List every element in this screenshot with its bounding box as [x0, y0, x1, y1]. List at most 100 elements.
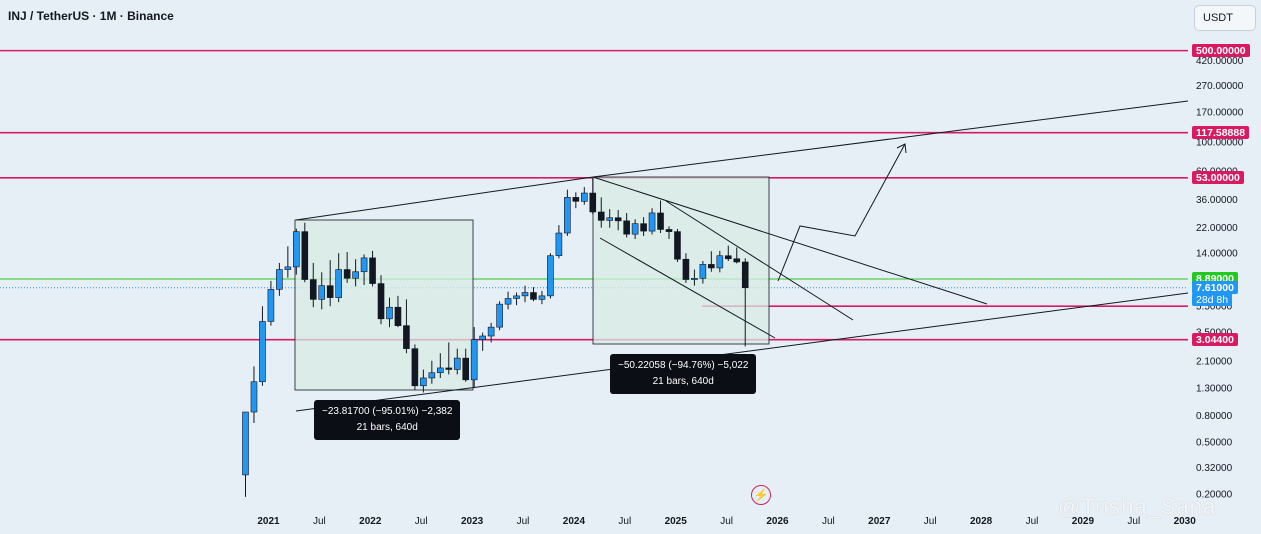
candle-body-17: [386, 306, 393, 320]
candle-body-30: [496, 303, 503, 328]
candle-body-32: [513, 295, 520, 299]
time-axis-label-3: Jul: [415, 516, 428, 527]
upper-channel-line-left: [295, 176, 594, 221]
trend-lines: [295, 100, 1189, 412]
candle-body-23: [437, 367, 444, 374]
watermark: @Trisha_Sana: [1058, 494, 1217, 519]
candle-body-20: [411, 348, 419, 387]
time-axis-label-9: Jul: [720, 516, 733, 527]
candle-body-59: [741, 261, 749, 289]
candle-body-41: [589, 192, 597, 213]
price-axis-label-2: 170.00000: [1196, 107, 1244, 118]
time-axis-label-8: 2025: [665, 516, 688, 527]
candle-body-54: [699, 264, 707, 279]
price-axis-label-1: 270.00000: [1196, 81, 1244, 92]
price-tag-level-53: 53.00000: [1192, 171, 1244, 185]
candle-body-34: [530, 292, 537, 300]
candle-body-37: [555, 232, 563, 257]
lower-channel-line: [295, 292, 1189, 412]
candle-body-35: [538, 295, 546, 300]
candle-body-12: [343, 269, 351, 279]
candle-body-27: [470, 339, 478, 381]
range-callout-2-change: −50.22058 (−94.76%) −5,022: [618, 360, 749, 371]
price-axis-label-14: 0.50000: [1196, 438, 1233, 449]
price-axis-label-6: 22.00000: [1196, 223, 1238, 234]
candle-body-48: [648, 212, 656, 232]
time-axis-label-1: Jul: [313, 516, 326, 527]
currency-unit-button[interactable]: USDT: [1194, 5, 1256, 31]
candle-body-47: [640, 223, 647, 232]
candles: [242, 178, 749, 497]
price-axis-label-5: 36.00000: [1196, 195, 1238, 206]
price-tag-current: 7.61000: [1192, 281, 1238, 294]
time-axis-label-16: 2029: [1072, 516, 1095, 527]
price-axis-label-7: 14.00000: [1196, 249, 1238, 260]
candle-body-56: [716, 255, 724, 269]
candle-body-52: [682, 258, 690, 280]
price-axis-label-0: 420.00000: [1196, 56, 1244, 67]
candle-body-8: [309, 279, 317, 300]
lightning-icon[interactable]: ⚡: [751, 485, 771, 505]
candle-body-49: [657, 212, 664, 230]
time-axis-label-15: Jul: [1026, 516, 1039, 527]
time-axis-label-13: Jul: [924, 516, 937, 527]
candle-body-44: [614, 217, 622, 222]
candle-body-9: [318, 285, 326, 300]
candle-body-6: [293, 231, 300, 268]
candle-body-57: [724, 255, 732, 260]
candle-body-55: [708, 264, 715, 269]
candle-body-53: [691, 277, 698, 280]
candle-body-14: [360, 257, 368, 273]
projection-path: [777, 143, 906, 282]
time-axis-label-11: Jul: [822, 516, 835, 527]
candle-body-28: [479, 335, 486, 340]
candle-body-43: [606, 217, 614, 221]
candle-body-33: [521, 292, 529, 297]
price-axis-label-12: 1.30000: [1196, 383, 1233, 394]
candle-body-58: [733, 258, 741, 263]
countdown-tag: 28d 8h: [1192, 293, 1233, 306]
price-axis-label-16: 0.20000: [1196, 490, 1233, 501]
time-axis-label-10: 2026: [766, 516, 789, 527]
time-axis-label-2: 2022: [359, 516, 382, 527]
range-callout-2-bars: 21 bars, 640d: [652, 376, 714, 387]
candle-body-19: [403, 325, 410, 349]
descending-resistance-2: [665, 200, 854, 321]
price-axis-label-15: 0.32000: [1196, 463, 1233, 474]
range-callout-1: −23.81700 (−95.01%) −2,382 21 bars, 640d: [314, 400, 461, 440]
candle-body-1: [250, 381, 258, 413]
symbol-title[interactable]: INJ / TetherUS · 1M · Binance: [8, 9, 174, 23]
candle-body-45: [623, 220, 630, 235]
price-tag-level-3: 3.04400: [1192, 333, 1238, 347]
candle-body-24: [445, 367, 453, 370]
candle-body-0: [242, 411, 249, 476]
upper-channel-line: [592, 100, 1189, 178]
candle-body-18: [394, 306, 402, 326]
time-axis-label-18: 2030: [1174, 516, 1197, 527]
price-axis-label-3: 100.00000: [1196, 137, 1244, 148]
candle-body-46: [631, 223, 639, 235]
candle-body-42: [597, 211, 605, 221]
range-callout-1-bars: 21 bars, 640d: [356, 422, 418, 433]
time-axis-label-17: Jul: [1127, 516, 1140, 527]
time-axis-label-7: Jul: [618, 516, 631, 527]
time-axis-label-0: 2021: [257, 516, 280, 527]
candle-body-36: [547, 255, 554, 297]
candle-body-11: [335, 269, 342, 298]
price-axis-label-13: 0.80000: [1196, 411, 1233, 422]
time-axis-label-4: 2023: [461, 516, 484, 527]
descending-support: [599, 237, 776, 339]
candle-body-51: [674, 231, 681, 260]
candle-body-50: [665, 229, 673, 232]
candle-body-13: [352, 271, 359, 279]
price-tag-level-500: 500.00000: [1192, 44, 1250, 58]
candle-body-4: [276, 269, 283, 290]
candle-body-15: [369, 257, 376, 284]
candle-body-7: [301, 231, 309, 280]
candle-body-40: [580, 192, 588, 202]
candle-body-25: [453, 357, 461, 370]
candle-body-10: [326, 285, 334, 298]
price-axis-label-11: 2.10000: [1196, 356, 1233, 367]
